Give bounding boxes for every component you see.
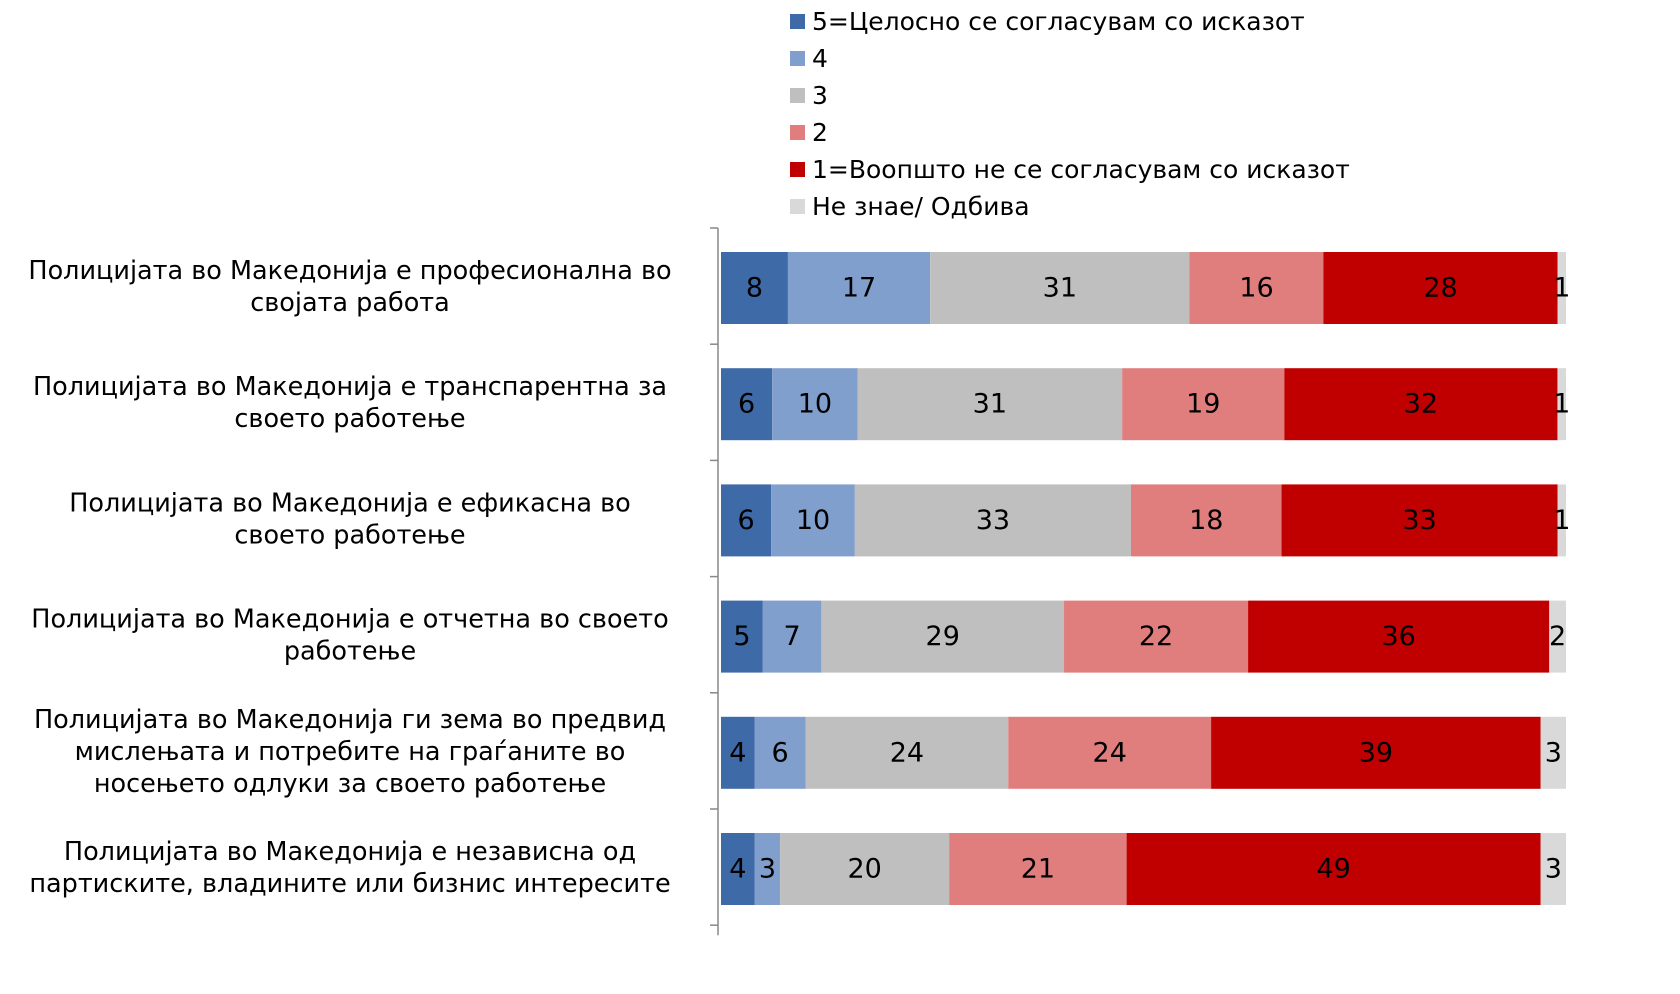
value-label: 6 — [772, 737, 789, 768]
legend-swatch — [790, 199, 805, 214]
value-label: 19 — [1186, 389, 1220, 420]
value-label: 1 — [1553, 389, 1570, 420]
value-label: 24 — [1093, 737, 1127, 768]
legend-swatch — [790, 125, 805, 140]
value-label: 6 — [738, 389, 755, 420]
bar-segment — [1211, 716, 1541, 789]
bar-segment — [1540, 833, 1566, 905]
value-label: 21 — [1021, 854, 1055, 885]
value-label: 10 — [798, 389, 832, 420]
bar-segment — [721, 368, 773, 441]
bar-segment — [949, 833, 1127, 905]
bar-segment — [1284, 368, 1558, 441]
legend-swatch — [790, 162, 805, 177]
bar-segment — [721, 716, 755, 789]
bar-segment — [1189, 252, 1324, 324]
value-label: 33 — [976, 505, 1010, 536]
bar-segment — [721, 600, 763, 673]
value-label: 1 — [1553, 273, 1570, 304]
value-label: 49 — [1316, 854, 1350, 885]
legend-swatch — [790, 88, 805, 103]
bar-segment — [805, 716, 1009, 789]
value-label: 31 — [973, 389, 1007, 420]
value-label: 6 — [738, 505, 755, 536]
value-label: 29 — [926, 621, 960, 652]
bar-segment — [787, 252, 931, 324]
value-label: 36 — [1381, 621, 1415, 652]
value-label: 2 — [1549, 621, 1566, 652]
bar-segment — [762, 600, 822, 673]
legend-label: 4 — [812, 44, 828, 73]
value-label: 20 — [847, 854, 881, 885]
bar-segment — [721, 484, 772, 557]
value-label: 4 — [729, 737, 746, 768]
bar-segment — [821, 600, 1065, 673]
category-label: мислењата и потребите на граѓаните во — [75, 737, 626, 767]
category-label: своето работење — [234, 404, 465, 434]
bar-segment — [721, 252, 788, 324]
legend-label: 1=Воопшто не се согласувам со исказот — [812, 155, 1350, 184]
bar-segment — [1008, 716, 1212, 789]
bar-segment — [1557, 368, 1566, 441]
category-label: Полицијата во Македонија е професионална… — [28, 256, 671, 286]
value-label: 24 — [890, 737, 924, 768]
value-label: 1 — [1553, 505, 1570, 536]
value-label: 31 — [1043, 273, 1077, 304]
bar-segment — [857, 368, 1123, 441]
bar-segment — [1281, 484, 1558, 557]
category-label: партиските, владините или бизнис интерес… — [29, 869, 670, 899]
bar-segment — [1323, 252, 1558, 324]
bar-segment — [771, 484, 855, 557]
bar-segment — [930, 252, 1190, 324]
category-label: Полицијата во Македонија е ефикасна во — [69, 488, 631, 518]
value-label: 3 — [759, 854, 776, 885]
category-label: Полицијата во Македонија ги зема во пред… — [34, 705, 666, 735]
category-label: својата работа — [250, 288, 450, 318]
legend-label: 2 — [812, 118, 828, 147]
value-label: 8 — [746, 273, 763, 304]
bar-segment — [780, 833, 950, 905]
bar-segment — [1130, 484, 1282, 557]
bar-segment — [1122, 368, 1285, 441]
value-label: 22 — [1139, 621, 1173, 652]
value-label: 16 — [1239, 273, 1273, 304]
value-label: 28 — [1423, 273, 1457, 304]
bar-segment — [754, 833, 781, 905]
category-label: Полицијата во Македонија е транспарентна… — [33, 372, 667, 402]
category-label: своето работење — [234, 520, 465, 550]
bar-segment — [772, 368, 858, 441]
bar-segment — [854, 484, 1131, 557]
value-label: 3 — [1545, 854, 1562, 885]
bar-segment — [1540, 716, 1566, 789]
bar-segment — [1557, 484, 1566, 557]
legend-label: 3 — [812, 81, 828, 110]
value-label: 33 — [1402, 505, 1436, 536]
bar-segment — [1126, 833, 1541, 905]
value-label: 7 — [784, 621, 801, 652]
category-label: Полицијата во Македонија е независна од — [64, 837, 636, 867]
legend-label: Не знае/ Одбива — [812, 192, 1030, 221]
value-label: 3 — [1545, 737, 1562, 768]
legend-label: 5=Целосно се согласувам со исказот — [812, 7, 1305, 36]
category-label: носењето одлуки за своето работење — [94, 769, 606, 799]
bar-segment — [1248, 600, 1550, 673]
bar-segment — [1549, 600, 1566, 673]
value-label: 32 — [1404, 389, 1438, 420]
category-label: работење — [284, 637, 416, 667]
value-label: 5 — [733, 621, 750, 652]
category-label: Полицијата во Македонија е отчетна во св… — [31, 605, 668, 635]
value-label: 39 — [1359, 737, 1393, 768]
bar-segment — [1064, 600, 1249, 673]
legend-swatch — [790, 14, 805, 29]
value-label: 4 — [729, 854, 746, 885]
bar-segment — [721, 833, 755, 905]
value-label: 17 — [842, 273, 876, 304]
legend-swatch — [790, 51, 805, 66]
value-label: 10 — [796, 505, 830, 536]
bar-segment — [754, 716, 806, 789]
value-label: 18 — [1189, 505, 1223, 536]
bar-segment — [1557, 252, 1566, 324]
